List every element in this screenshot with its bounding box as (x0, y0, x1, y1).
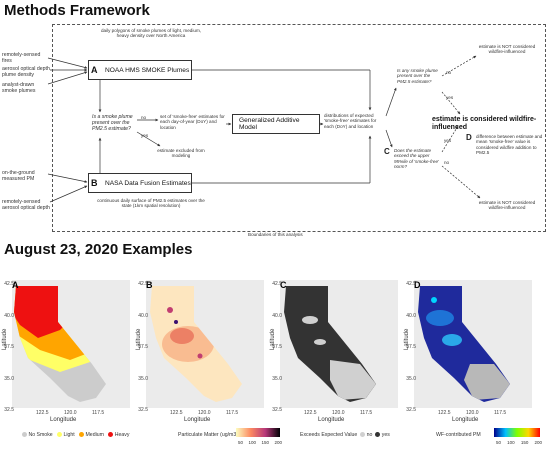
legend-a-dot-1 (57, 432, 62, 438)
panel-1-xtick: 120.0 (198, 410, 211, 416)
panel-3-xtick: 120.0 (466, 410, 479, 416)
legend-a-dot-0 (22, 432, 27, 438)
panel-3-ytick: 40.0 (406, 312, 416, 319)
panel-2-ytick: 32.5 (272, 407, 282, 413)
legend-c-dot-0 (360, 432, 366, 438)
panel-3-xtick: 117.5 (494, 410, 507, 416)
panel-1-ytick: 35.0 (138, 375, 148, 382)
boundary-label: Boundaries of this analysis (248, 232, 303, 237)
box-b-note: continuous daily surface of PM2.5 estima… (97, 198, 205, 209)
panel-3-ytick: 35.0 (406, 375, 416, 382)
smoke-free-set: set of 'smoke-free' estimates for each d… (160, 114, 225, 130)
question-any-smoke: Is any smoke plume present over the PM2.… (397, 68, 438, 84)
box-b-tag: B (91, 178, 98, 188)
legend-c-dot-1 (375, 432, 381, 438)
box-b-label: NASA Data Fusion Estimates (105, 179, 191, 187)
distributions-text: distributions of expected 'smoke-free' e… (324, 113, 377, 129)
panel-2-xlabel: Longitude (318, 417, 345, 423)
panel-3-xlabel: Longitude (452, 417, 479, 423)
panel-3-ylabel: Latitude (404, 328, 410, 350)
analysis-boundary-frame (52, 24, 546, 232)
estimate-excluded: estimate excluded from modeling (157, 148, 205, 159)
panel-3-xtick: 122.5 (438, 410, 451, 416)
panel-3-ytick: 37.5 (406, 344, 416, 350)
wildfire-influenced: estimate is considered wildfire-influenc… (432, 116, 537, 131)
not-wildfire-bottom: estimate is NOT considered wildfire-infl… (478, 200, 536, 211)
gam-label: Generalized Additive Model (239, 117, 300, 131)
question-smoke-present: Is a smoke plume present over the PM2.5 … (92, 114, 133, 132)
input-fires: remotely-sensed fires (2, 52, 41, 64)
box-a-note: daily polygons of smoke plumes of light,… (100, 28, 202, 39)
box-gam: Generalized Additive Model (232, 114, 320, 134)
q2-yes-label: yes (446, 95, 454, 100)
d-text: difference between estimate and mean 'sm… (476, 134, 543, 156)
panel-1-xtick: 122.5 (170, 410, 183, 416)
flow-arrows (47, 55, 481, 203)
panel-2-ytick: 40.0 (272, 312, 282, 319)
input-aod-plume: aerosol optical depth plume density (2, 66, 50, 78)
panel-2-ylabel: Latitude (270, 328, 276, 350)
panel-1-ytick: 37.5 (138, 344, 148, 350)
panel-0-xlabel: Longitude (50, 417, 77, 423)
panel-0-ytick: 37.5 (4, 344, 14, 350)
panel-2-xtick: 117.5 (360, 410, 373, 416)
panel-0-ytick: 32.5 (4, 407, 14, 413)
legend-a-dot-2 (79, 432, 85, 438)
panel-3-ytick: 32.5 (406, 407, 416, 413)
panel-1-ytick: 42.5 (138, 281, 148, 287)
panel-0-xtick: 117.5 (92, 410, 105, 416)
legend-b-title: Particulate Matter (ug/m3) (178, 432, 238, 438)
panel-1-xtick: 117.5 (226, 410, 239, 416)
panel-1-ytick: 32.5 (138, 407, 148, 413)
panel-2-xtick: 122.5 (304, 410, 317, 416)
panel-3-ytick: 42.5 (406, 281, 416, 287)
panel-0-ylabel: Latitude (2, 328, 8, 350)
panel-2-xtick: 120.0 (332, 410, 345, 416)
legend-d-colorbar (494, 428, 540, 437)
legend-b-ticks: 50 100 150 200 (238, 440, 282, 445)
panel-1-ylabel: Latitude (136, 328, 142, 350)
panel-0-ytick: 40.0 (4, 312, 14, 319)
input-aod: remotely-sensed aerosol optical depth (2, 199, 50, 211)
legend-a-dot-3 (108, 432, 114, 438)
panel-2-ytick: 35.0 (272, 375, 282, 382)
box-a-tag: A (91, 65, 98, 75)
section2-title: August 23, 2020 Examples (4, 241, 193, 258)
legend-d-ticks: 50 100 150 200 (496, 440, 542, 445)
q3-yes-label: yes (444, 138, 452, 143)
panel-0-ytick: 42.5 (4, 281, 14, 287)
legend-a: No Smoke Light Medium Heavy (22, 432, 129, 438)
section1-title: Methods Framework (4, 2, 150, 19)
input-ground-pm: on-the-ground measured PM (2, 170, 35, 182)
panel-0-ytick: 35.0 (4, 375, 14, 382)
question-exceed: Does the estimate exceed the upper 95%il… (394, 148, 439, 170)
box-a-label: NOAA HMS SMOKE Plumes (105, 66, 190, 74)
q1-yes-label: yes (141, 133, 149, 138)
panel-1-xlabel: Longitude (184, 417, 211, 423)
d-tag: D (466, 133, 472, 142)
q1-no-label: no (141, 115, 147, 120)
panel-1-ytick: 40.0 (138, 312, 148, 319)
legend-c: Exceeds Expected Value no yes (300, 432, 390, 438)
not-wildfire-top: estimate is NOT considered wildfire-infl… (478, 44, 536, 55)
q3-no-label: no (444, 160, 450, 165)
panel-2-ytick: 37.5 (272, 344, 282, 350)
panel-0-xtick: 120.0 (64, 410, 77, 416)
legend-b-colorbar (236, 428, 280, 437)
panel-2-ytick: 42.5 (272, 281, 282, 287)
question-c-tag: C (384, 147, 390, 156)
panel-0-xtick: 122.5 (36, 410, 49, 416)
box-a-hms-smoke: A NOAA HMS SMOKE Plumes (88, 60, 192, 80)
input-analyst: analyst-drawn smoke plumes (2, 82, 36, 94)
legend-d-title: WF-contributed PM (436, 432, 481, 438)
box-b-nasa-fusion: B NASA Data Fusion Estimates (88, 173, 192, 193)
